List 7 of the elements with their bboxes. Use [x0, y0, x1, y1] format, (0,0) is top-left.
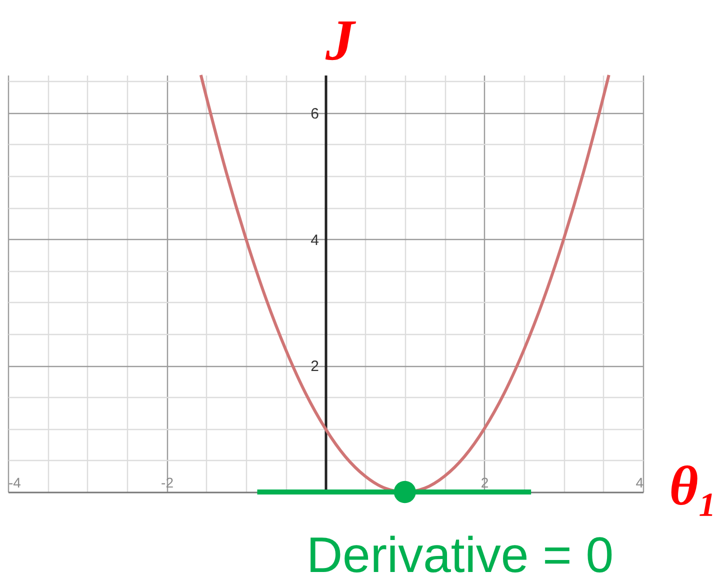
y-tick-label: 4	[310, 232, 319, 249]
text: Derivative = 0	[306, 527, 614, 577]
x-tick-label: -4	[8, 474, 22, 490]
y-tick-label: 6	[310, 105, 319, 122]
y-axis-title: J	[324, 8, 356, 72]
x-axis-title: θ₁	[669, 456, 718, 518]
y-tick-label: 2	[310, 358, 319, 376]
